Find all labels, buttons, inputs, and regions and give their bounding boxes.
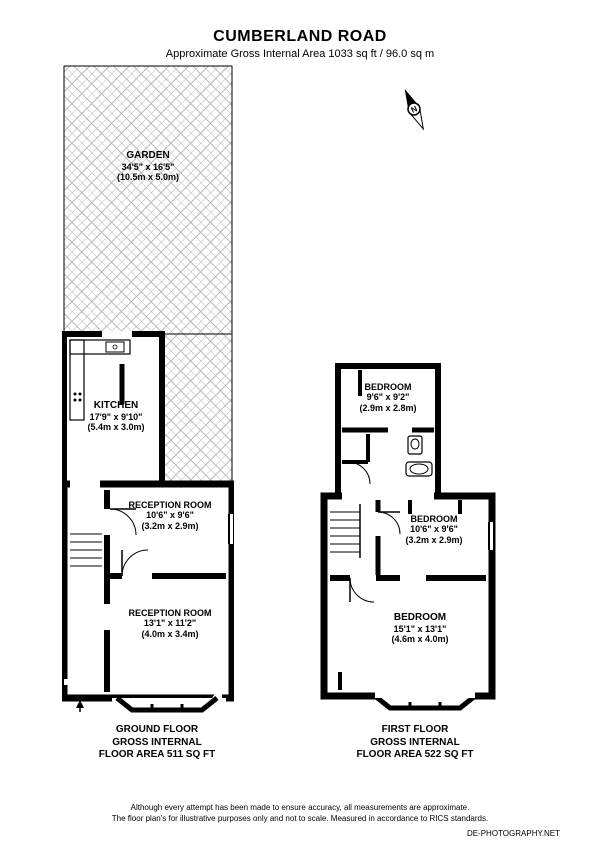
floorplans-container: GARDEN 34'5" x 16'5" (10.5m x 5.0m) KITC… [0,62,600,758]
bed3-label: BEDROOM 9'6" x 9'2" (2.9m x 2.8m) [344,382,432,413]
credit: DE-PHOTOGRAPHY.NET [467,829,560,838]
kitchen-label: KITCHEN 17'9" x 9'10" (5.4m x 3.0m) [72,400,160,432]
garden-label: GARDEN 34'5" x 16'5" (10.5m x 5.0m) [62,150,234,182]
ground-floor-caption: GROUND FLOOR GROSS INTERNAL FLOOR AREA 5… [72,724,242,762]
reception2-label: RECEPTION ROOM 13'1" x 11'2" (4.0m x 3.4… [114,608,226,639]
first-floor-caption: FIRST FLOOR GROSS INTERNAL FLOOR AREA 52… [330,724,500,762]
footer-disclaimer: Although every attempt has been made to … [0,803,600,824]
ground-floor: GARDEN 34'5" x 16'5" (10.5m x 5.0m) KITC… [62,64,234,764]
page-title: CUMBERLAND ROAD [0,28,600,46]
bed2-label: BEDROOM 10'6" x 9'6" (3.2m x 2.9m) [382,514,486,545]
bed1-label: BEDROOM 15'1" x 13'1" (4.6m x 4.0m) [350,612,490,644]
first-floor: BEDROOM 9'6" x 9'2" (2.9m x 2.8m) BEDROO… [320,362,500,762]
header: CUMBERLAND ROAD Approximate Gross Intern… [0,28,600,60]
reception1-label: RECEPTION ROOM 10'6" x 9'6" (3.2m x 2.9m… [114,500,226,531]
area-subtitle: Approximate Gross Internal Area 1033 sq … [0,48,600,60]
